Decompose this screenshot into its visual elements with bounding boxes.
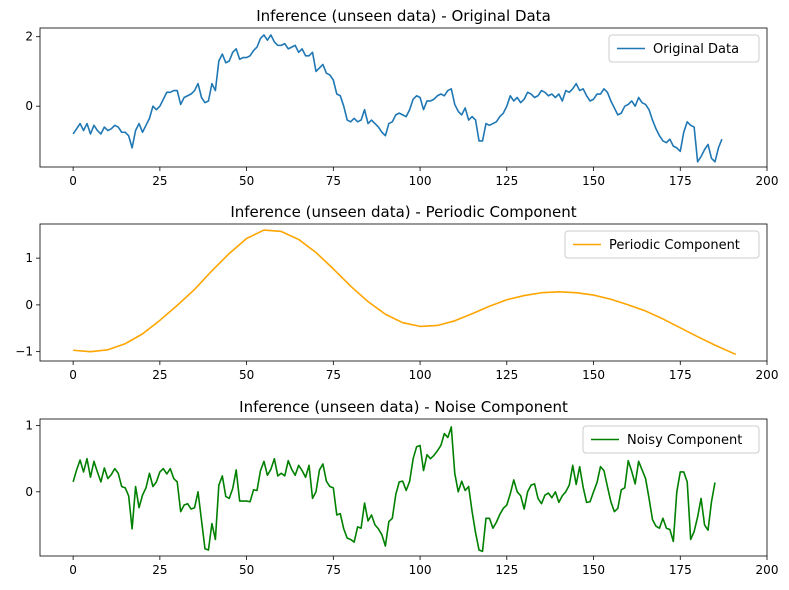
y-tick-label: 0	[25, 99, 33, 113]
legend-label: Original Data	[653, 42, 739, 57]
x-tick-label: 75	[326, 174, 341, 188]
chart-panel-3: Inference (unseen data) - Noise Componen…	[25, 398, 778, 577]
axes-frame	[39, 27, 768, 168]
x-tick-label: 150	[582, 563, 605, 577]
axes-frame	[39, 418, 768, 557]
x-tick-label: 25	[152, 563, 167, 577]
chart-panel-2: Inference (unseen data) - Periodic Compo…	[15, 203, 778, 382]
x-tick-label: 100	[409, 563, 432, 577]
legend: Noisy Component	[582, 425, 760, 454]
x-tick-label: 125	[495, 368, 518, 382]
x-tick-label: 175	[669, 174, 692, 188]
series-line	[72, 34, 723, 163]
chart-title: Inference (unseen data) - Periodic Compo…	[230, 203, 576, 221]
legend-box	[608, 34, 760, 63]
x-tick-label: 100	[409, 368, 432, 382]
y-tick-label: 1	[25, 251, 33, 265]
x-tick-label: 125	[495, 174, 518, 188]
x-tick-label: 50	[239, 563, 254, 577]
x-tick-label: 0	[69, 368, 77, 382]
chart-title: Inference (unseen data) - Original Data	[256, 7, 551, 25]
x-tick-label: 175	[669, 563, 692, 577]
y-tick-label: 1	[25, 419, 33, 433]
x-tick-label: 50	[239, 174, 254, 188]
y-tick-label: 0	[25, 298, 33, 312]
x-tick-label: 0	[69, 174, 77, 188]
series-line	[73, 229, 737, 356]
legend-label: Periodic Component	[609, 238, 740, 253]
x-tick-label: 125	[495, 563, 518, 577]
x-tick-label: 175	[669, 368, 692, 382]
series-line	[72, 426, 716, 553]
x-tick-label: 0	[69, 563, 77, 577]
legend: Original Data	[608, 34, 760, 63]
axes-frame	[39, 223, 768, 362]
legend-label: Noisy Component	[627, 433, 742, 448]
x-tick-label: 150	[582, 368, 605, 382]
chart-panel-1: Inference (unseen data) - Original Data 0…	[25, 7, 778, 188]
x-tick-label: 100	[409, 174, 432, 188]
x-tick-label: 150	[582, 174, 605, 188]
x-tick-label: 200	[756, 174, 779, 188]
y-tick-label: −1	[15, 345, 33, 359]
x-tick-label: 200	[756, 563, 779, 577]
y-tick-label: 0	[25, 485, 33, 499]
x-tick-label: 25	[152, 368, 167, 382]
x-tick-label: 50	[239, 368, 254, 382]
x-tick-label: 25	[152, 174, 167, 188]
legend: Periodic Component	[564, 230, 760, 259]
y-tick-label: 2	[25, 30, 33, 44]
x-tick-label: 75	[326, 563, 341, 577]
legend-box	[564, 230, 760, 259]
x-tick-label: 200	[756, 368, 779, 382]
x-tick-label: 75	[326, 368, 341, 382]
legend-box	[582, 425, 760, 454]
chart-title: Inference (unseen data) - Noise Componen…	[239, 398, 568, 416]
